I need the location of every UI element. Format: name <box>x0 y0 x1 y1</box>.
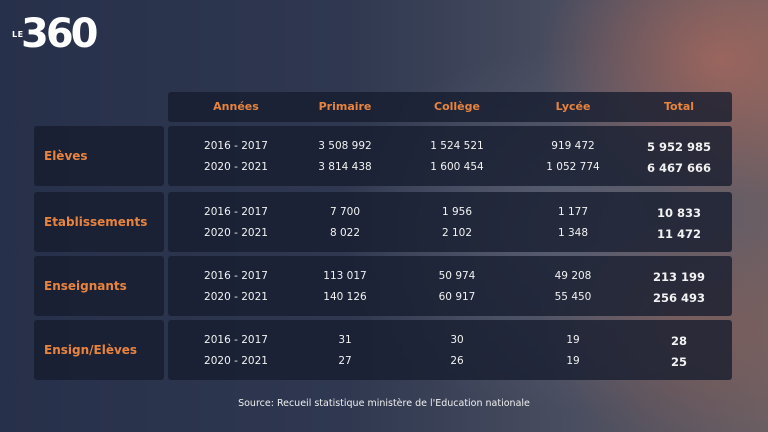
cell-primaire: 27 <box>338 355 352 367</box>
row-label: Elèves <box>44 149 88 163</box>
cell-year: 2020 - 2021 <box>204 161 268 173</box>
cell-year: 2020 - 2021 <box>204 291 268 303</box>
cell-lycee: 55 450 <box>554 291 592 303</box>
cell-total: 6 467 666 <box>646 161 712 175</box>
cell-lycee: 1 052 774 <box>546 161 600 173</box>
cell-total: 213 199 <box>652 270 705 284</box>
cell-year: 2016 - 2017 <box>204 334 268 346</box>
table-row: 2016 - 2017 3 508 992 1 524 521 919 472 5 95… <box>168 126 732 186</box>
cell-total: 10 833 <box>656 206 701 220</box>
cell-year: 2020 - 2021 <box>204 355 268 367</box>
cell-college: 1 524 521 <box>430 140 484 152</box>
table-row: 2016 - 2017 7 700 1 956 1 177 10 833 2020 - 2… <box>168 192 732 252</box>
cell-college: 60 917 <box>438 291 476 303</box>
cell-year: 2020 - 2021 <box>204 227 268 239</box>
row-label: Etablissements <box>44 215 148 229</box>
row-label-panel: Etablissements <box>34 192 164 252</box>
table-header: Années Primaire Collège Lycée Total <box>168 92 732 122</box>
cell-college: 1 600 454 <box>430 161 484 173</box>
cell-total: 28 <box>670 334 687 348</box>
cell-total: 25 <box>670 355 687 369</box>
cell-primaire: 3 508 992 <box>318 140 372 152</box>
logo-prefix: LE <box>12 30 24 39</box>
cell-college: 30 <box>450 334 464 346</box>
cell-primaire: 7 700 <box>329 206 361 218</box>
cell-lycee: 49 208 <box>554 270 592 282</box>
cell-primaire: 140 126 <box>323 291 367 303</box>
row-label-panel: Enseignants <box>34 256 164 316</box>
cell-college: 26 <box>450 355 464 367</box>
cell-lycee: 19 <box>566 334 580 346</box>
header-annees: Années <box>213 100 259 113</box>
table-row: 2016 - 2017 31 30 19 28 2020 - 2021 27 26 19 25 <box>168 320 732 380</box>
row-label: Enseignants <box>44 279 127 293</box>
cell-primaire: 31 <box>338 334 352 346</box>
cell-college: 1 956 <box>441 206 473 218</box>
source-note: Source: Recueil statistique ministère de… <box>238 398 530 409</box>
cell-primaire: 8 022 <box>329 227 361 239</box>
cell-year: 2016 - 2017 <box>204 206 268 218</box>
header-lycee: Lycée <box>555 100 591 113</box>
cell-year: 2016 - 2017 <box>204 140 268 152</box>
cell-total: 11 472 <box>656 227 701 241</box>
cell-year: 2016 - 2017 <box>204 270 268 282</box>
header-primaire: Primaire <box>318 100 372 113</box>
table-row: 2016 - 2017 113 017 50 974 49 208 213 199 202… <box>168 256 732 316</box>
logo-number: 360 <box>21 11 98 57</box>
cell-lycee: 1 348 <box>557 227 589 239</box>
row-label-panel: Elèves <box>34 126 164 186</box>
header-total: Total <box>663 100 695 113</box>
cell-total: 5 952 985 <box>646 140 712 154</box>
cell-college: 2 102 <box>441 227 473 239</box>
row-label: Ensign/Elèves <box>44 343 138 357</box>
cell-lycee: 1 177 <box>557 206 589 218</box>
cell-primaire: 113 017 <box>323 270 367 282</box>
cell-lycee: 19 <box>566 355 580 367</box>
cell-college: 50 974 <box>438 270 476 282</box>
le360-logo: LE 360 <box>12 10 102 58</box>
cell-total: 256 493 <box>652 291 705 305</box>
cell-lycee: 919 472 <box>551 140 595 152</box>
row-label-panel: Ensign/Elèves <box>34 320 164 380</box>
header-college: Collège <box>434 100 480 113</box>
cell-primaire: 3 814 438 <box>318 161 372 173</box>
